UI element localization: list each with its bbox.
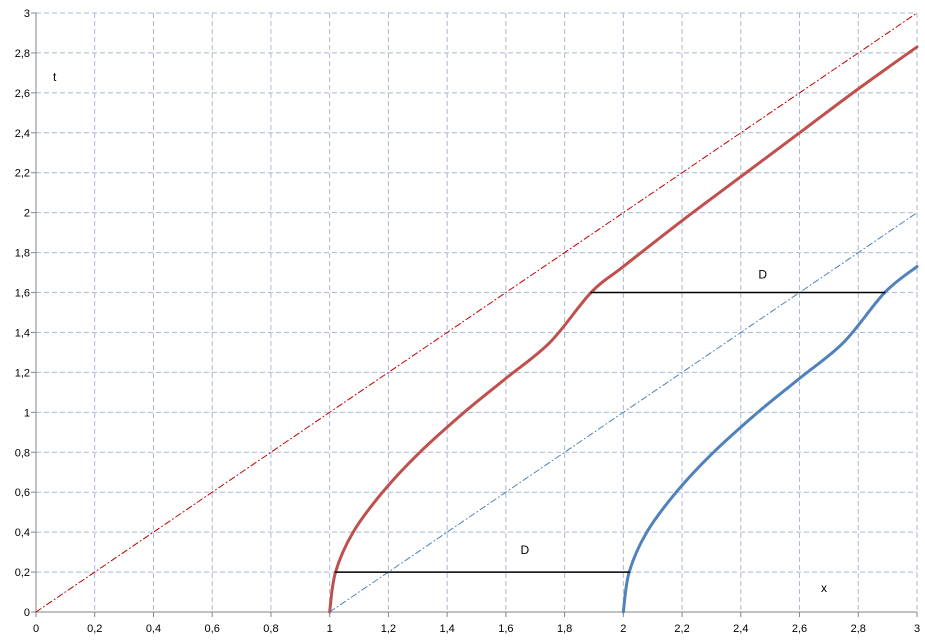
blue-curve [621,265,919,614]
y-tick-label: 1 [24,407,30,419]
annotations: DD [521,268,768,558]
x-axis-label: x [821,581,827,595]
x-tick-label: 2 [620,623,626,635]
y-tick-label: 2,6 [15,88,30,100]
x-tick-label: 0,4 [146,623,161,635]
x-tick-label: 1,2 [381,623,396,635]
y-tick-label: 1,6 [15,288,30,300]
x-tick-label: 2,2 [674,623,689,635]
x-tick-label: 1,8 [557,623,572,635]
x-tick-label: 2,4 [733,623,748,635]
y-tick-label: 1,2 [15,367,30,379]
red-curve [328,45,919,614]
y-tick-label: 0,8 [15,447,30,459]
x-tick-label: 0,6 [205,623,220,635]
y-tick-label: 2,8 [15,48,30,60]
x-tick-label: 2,6 [792,623,807,635]
y-tick-label: 0 [24,607,30,619]
red-dashdot-line [35,12,918,613]
x-tick-label: 0 [33,623,39,635]
y-tick-label: 2,2 [15,168,30,180]
y-tick-label: 3 [24,8,30,20]
y-tick-labels: 0 0,2 0,4 0,6 0,8 1 1,2 1,4 1,6 1,8 2 2,2 2,4 2,6 2,8 3 [15,8,30,619]
y-tick-label: 0,6 [15,487,30,499]
x-tick-label: 0,8 [263,623,278,635]
y-tick-label: 1,4 [15,327,30,339]
y-tick-label: 0,4 [15,527,30,539]
y-tick-label: 2,4 [15,128,30,140]
grid-lines [36,12,918,612]
x-tick-label: 3 [914,623,920,635]
x-tick-label: 2,8 [851,623,866,635]
y-tick-label: 1,8 [15,248,30,260]
y-tick-label: 2 [24,208,30,220]
x-tick-label: 1,4 [439,623,454,635]
blue-dashdot-line [329,212,918,613]
distance-label: D [758,268,767,282]
y-tick-label: 0,2 [15,567,30,579]
x-tick-label: 1 [327,623,333,635]
distance-label: D [521,543,530,557]
axes [31,12,918,617]
x-tick-labels: 0 0,2 0,4 0,6 0,8 1 1,2 1,4 1,6 1,8 2 2,2 2,4 2,6 2,8 3 [33,623,920,635]
x-tick-label: 1,6 [498,623,513,635]
series-layer [35,12,919,614]
y-axis-label: t [53,70,57,84]
x-tick-label: 0,2 [87,623,102,635]
